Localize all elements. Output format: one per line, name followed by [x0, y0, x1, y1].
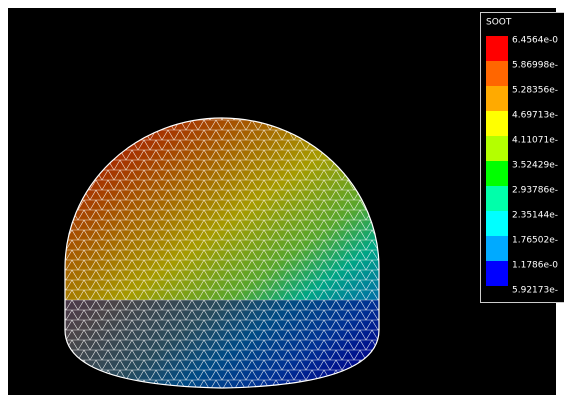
- legend-label: 4.11071e-: [512, 136, 558, 146]
- legend-label: 6.4564e-0: [512, 36, 558, 46]
- legend-swatch: [486, 86, 508, 111]
- legend-label: 5.28356e-: [512, 86, 558, 96]
- legend-label: 4.69713e-: [512, 111, 558, 121]
- dome-outline: [64, 117, 380, 389]
- legend-swatch: [486, 186, 508, 211]
- legend-label: 2.35144e-: [512, 211, 558, 221]
- legend-swatch: [486, 136, 508, 161]
- legend-label: 3.52429e-: [512, 161, 558, 171]
- legend-label: 5.86998e-: [512, 61, 558, 71]
- legend-title: SOOT: [486, 18, 512, 28]
- legend-label: 1.76502e-: [512, 236, 558, 246]
- legend-label: 5.92173e-: [512, 286, 558, 296]
- legend-swatch: [486, 261, 508, 286]
- legend-swatch: [486, 211, 508, 236]
- legend-swatch: [486, 161, 508, 186]
- legend-swatch: [486, 111, 508, 136]
- legend-swatch: [486, 236, 508, 261]
- legend: SOOT 6.4564e-0 5.86998e- 5.28356e- 4.69713e…: [480, 12, 564, 303]
- legend-label: 2.93786e-: [512, 186, 558, 196]
- legend-label: 1.1786e-0: [512, 261, 558, 271]
- legend-swatch: [486, 36, 508, 61]
- legend-swatch: [486, 61, 508, 86]
- dome-mesh: [65, 118, 379, 388]
